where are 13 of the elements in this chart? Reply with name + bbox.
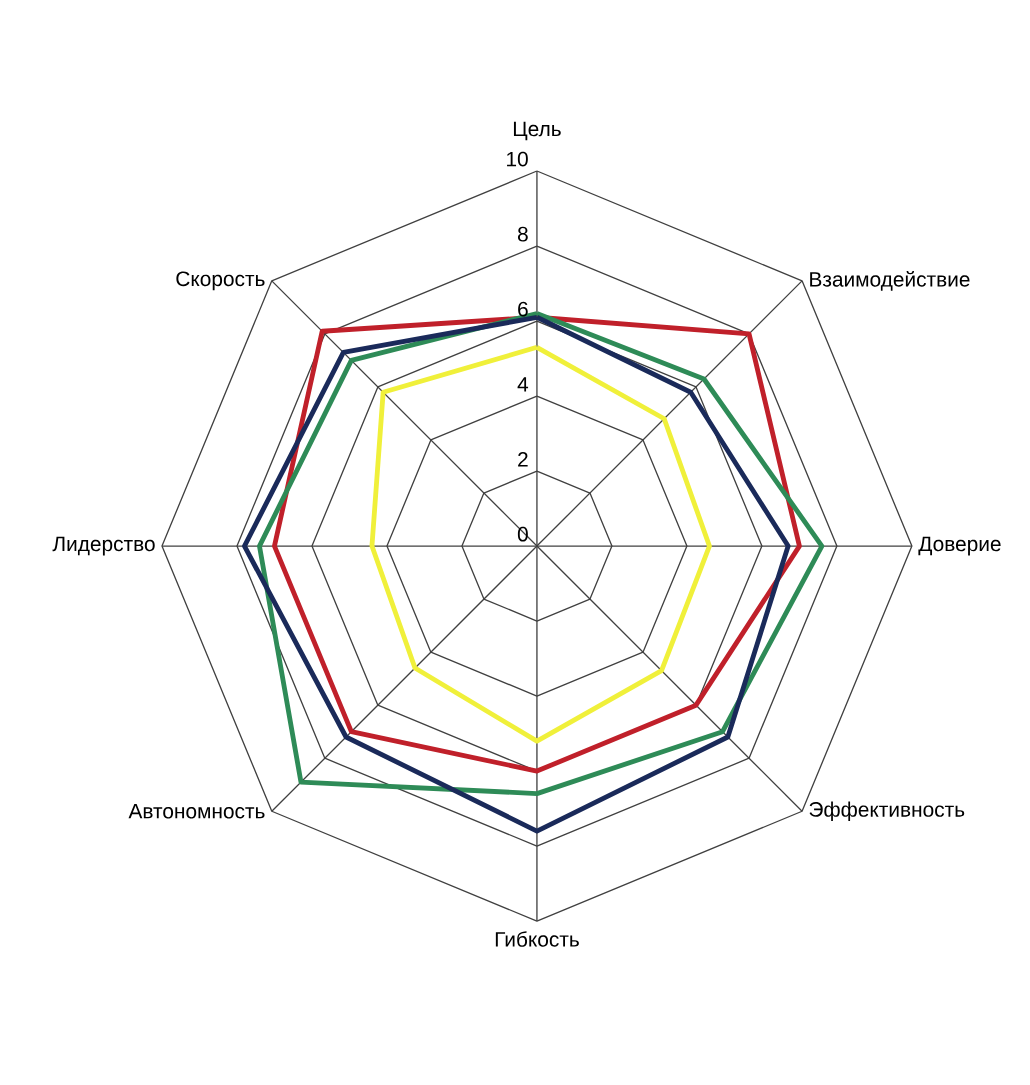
spoke-label: Лидерство xyxy=(52,536,155,556)
y-tick-label: 6 xyxy=(518,301,528,317)
spoke-label: Автономность xyxy=(128,803,265,819)
spoke-label: Цель xyxy=(513,121,561,141)
spoke-label: Гибкость xyxy=(495,931,579,947)
y-tick-label: 10 xyxy=(507,151,528,167)
spoke-label: Скорость xyxy=(176,271,265,291)
y-tick-label: 8 xyxy=(517,226,528,242)
spoke-label: Взаимодействие xyxy=(810,271,970,291)
spoke-label: Эффективность xyxy=(809,801,965,821)
y-tick-label: 4 xyxy=(517,377,529,392)
spoke-label: Доверие xyxy=(918,536,1001,556)
y-tick-label: 2 xyxy=(518,451,528,467)
